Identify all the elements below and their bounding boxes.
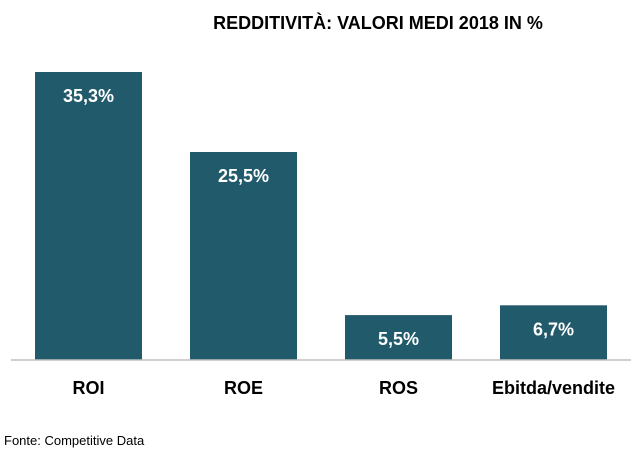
bars-layer [35,72,607,360]
x-tick-label: ROE [224,378,263,398]
x-tick-label: ROS [379,378,418,398]
data-label: 5,5% [378,329,419,349]
bar-roe [190,152,297,360]
bar-ros [345,315,452,360]
bar-roi [35,72,142,360]
chart-title: REDDITIVITÀ: VALORI MEDI 2018 IN % [213,12,543,33]
data-label: 25,5% [218,166,269,186]
x-tick-label: ROI [72,378,104,398]
labels-layer: 35,3% ROI 25,5% ROE 5,5% ROS 6,7% Ebitda/vendit… [63,86,615,398]
data-label: 6,7% [533,319,574,339]
source-note: Fonte: Competitive Data [4,433,145,448]
x-tick-label: Ebitda/vendite [492,378,615,398]
bar-ebitda-vendite [500,305,607,360]
data-label: 35,3% [63,86,114,106]
